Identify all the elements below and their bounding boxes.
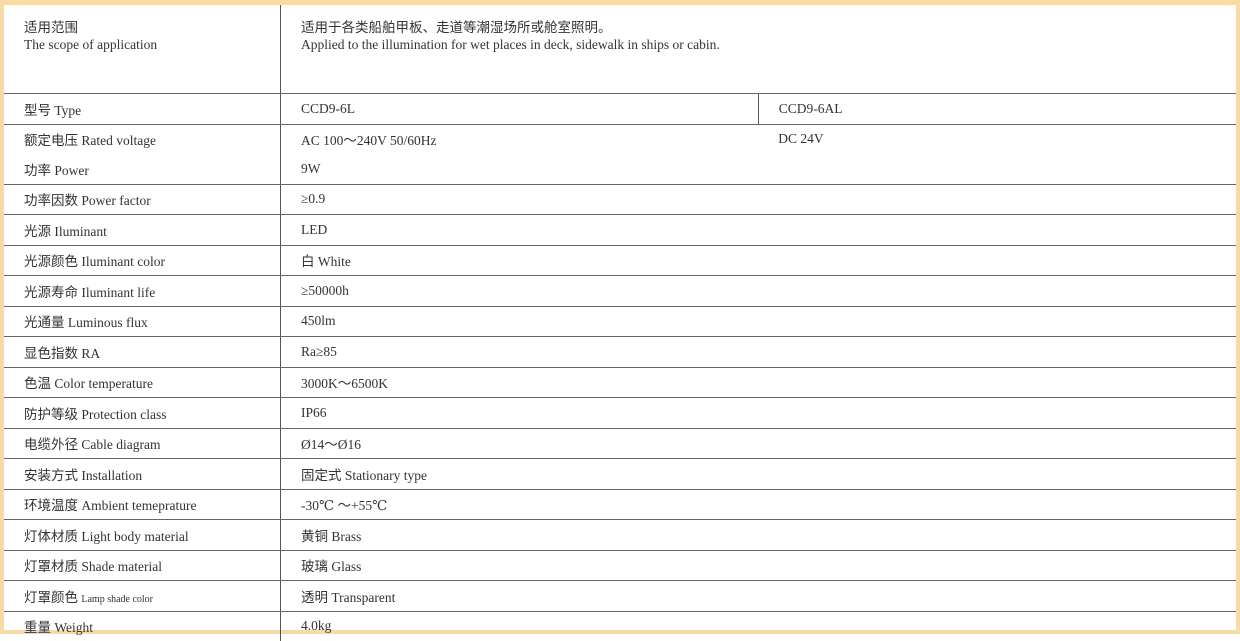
label-cn: 适用范围 <box>24 20 78 35</box>
table-row: 灯罩材质 Shade material 玻璃 Glass <box>4 550 1236 581</box>
row-value: 4.0kg <box>301 618 332 634</box>
row-label: 灯体材质 Light body material <box>4 519 281 551</box>
value-cn: 适用于各类船舶甲板、走道等潮湿场所或舱室照明。 <box>301 20 612 35</box>
table-row: 灯体材质 Light body material 黄铜 Brass <box>4 519 1236 551</box>
row-value: 玻璃 Glass <box>280 550 1236 581</box>
row-value: 固定式 Stationary type <box>280 458 1236 490</box>
table-row: 功率 Power 9W <box>4 154 1236 185</box>
row-label: 功率因数 Power factor <box>4 184 281 215</box>
row-label: 显色指数 RA <box>4 336 281 368</box>
table-row: 光源寿命 Iluminant life ≥50000h <box>4 275 1236 307</box>
label-cn: 灯罩颜色 <box>24 589 78 605</box>
row-value: LED <box>280 214 1236 246</box>
row-value: ≥50000h <box>280 275 1236 307</box>
row-value-a: CCD9-6L <box>280 93 759 125</box>
row-value: Ø14～Ø16 <box>280 428 1236 459</box>
row-value-b: CCD9-6AL <box>758 93 1236 125</box>
table-row: 重量 Weight 4.0kg <box>4 611 1236 641</box>
table-row: 光源 Iluminant LED <box>4 214 1236 246</box>
row-label: 型号 Type <box>4 93 281 125</box>
row-label: 光通量 Luminous flux <box>4 306 281 337</box>
row-value: 3000K～6500K <box>280 367 1236 398</box>
row-value: 9W <box>280 154 1236 185</box>
row-value-b: DC 24V <box>778 131 824 147</box>
row-value: 适用于各类船舶甲板、走道等潮湿场所或舱室照明。 Applied to the il… <box>280 5 1236 94</box>
table-row: 显色指数 RA Ra≥85 <box>4 336 1236 368</box>
row-label: 功率 Power <box>4 154 281 185</box>
table-row: 安装方式 Installation 固定式 Stationary type <box>4 458 1236 490</box>
label-en: Lamp shade color <box>81 593 154 605</box>
table-row: 环境温度 Ambient temeprature -30℃ ～+55℃ <box>4 489 1236 520</box>
table-row-voltage: 额定电压 Rated voltage AC 100～240V 50/60Hz D… <box>4 124 1236 154</box>
table-row-scope: 适用范围 The scope of application 适用于各类船舶甲板、走… <box>4 5 1236 94</box>
row-value-a: AC 100～240V 50/60Hz <box>301 133 437 149</box>
row-value: IP66 <box>280 397 1236 429</box>
row-label: 光源颜色 Iluminant color <box>4 245 281 276</box>
row-label: 灯罩材质 Shade material <box>4 550 281 581</box>
row-label: 电缆外径 Cable diagram <box>4 428 281 459</box>
table-row: 防护等级 Protection class IP66 <box>4 397 1236 429</box>
row-label: 额定电压 Rated voltage <box>4 124 281 154</box>
row-value: -30℃ ～+55℃ <box>280 489 1236 520</box>
row-label: 安装方式 Installation <box>4 458 281 490</box>
row-label: 环境温度 Ambient temeprature <box>4 489 281 520</box>
label-en: The scope of application <box>24 37 158 52</box>
table-row: 光源颜色 Iluminant color 白 White <box>4 245 1236 276</box>
row-label: 防护等级 Protection class <box>4 397 281 429</box>
row-value: 白 White <box>280 245 1236 276</box>
spec-table: 适用范围 The scope of application 适用于各类船舶甲板、走… <box>4 5 1236 641</box>
row-label: 光源寿命 Iluminant life <box>4 275 281 307</box>
value-en: Applied to the illumination for wet plac… <box>301 37 720 52</box>
row-label: 光源 Iluminant <box>4 214 281 246</box>
row-value: Ra≥85 <box>280 336 1236 368</box>
table-row: 灯罩颜色 Lamp shade color 透明 Transparent <box>4 580 1236 612</box>
table-row: 色温 Color temperature 3000K～6500K <box>4 367 1236 398</box>
row-label: 灯罩颜色 Lamp shade color <box>4 580 281 612</box>
row-label: 色温 Color temperature <box>4 367 281 398</box>
row-label: 适用范围 The scope of application <box>4 5 281 94</box>
row-value: 黄铜 Brass <box>280 519 1236 551</box>
row-value: ≥0.9 <box>280 184 1236 215</box>
table-row-type: 型号 Type CCD9-6L CCD9-6AL <box>4 93 1236 125</box>
row-value: 450lm <box>280 306 1236 337</box>
row-label: 重量 Weight <box>4 611 281 641</box>
row-value: 透明 Transparent <box>280 580 1236 612</box>
table-row: 功率因数 Power factor ≥0.9 <box>4 184 1236 215</box>
table-row: 光通量 Luminous flux 450lm <box>4 306 1236 337</box>
table-row: 电缆外径 Cable diagram Ø14～Ø16 <box>4 428 1236 459</box>
